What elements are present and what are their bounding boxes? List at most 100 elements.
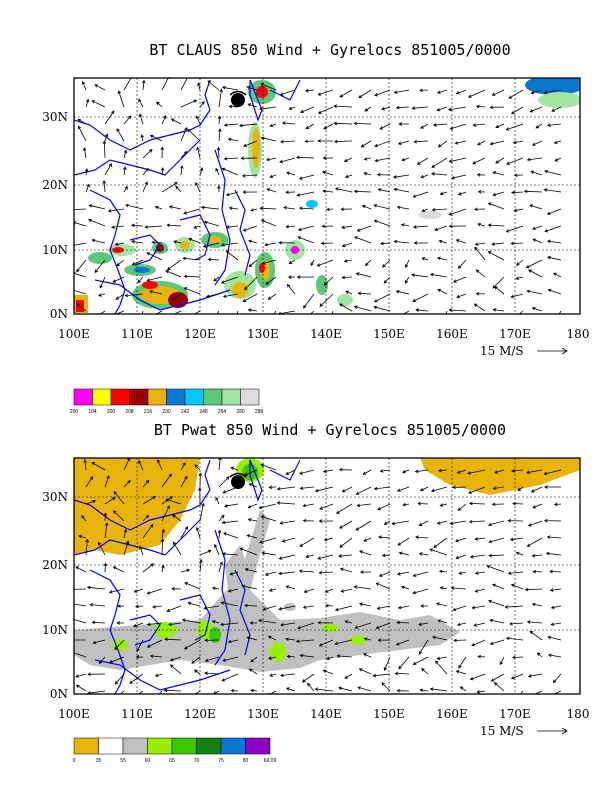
wind-arrow [280, 139, 296, 144]
wind-arrow [325, 207, 334, 212]
wind-arrow [169, 664, 182, 675]
top-lat-label-30n: 30N [42, 110, 68, 124]
wind-arrow [339, 567, 353, 573]
wind-arrow [111, 225, 125, 229]
wind-arrow [265, 276, 277, 285]
wind-arrow [133, 588, 144, 593]
wind-arrow [416, 157, 429, 165]
wind-arrow [228, 206, 239, 211]
legend-swatch [73, 737, 99, 755]
wind-arrow [142, 149, 153, 159]
wind-arrow [395, 639, 410, 646]
wind-arrow [280, 622, 296, 627]
wind-arrow [452, 485, 467, 490]
wind-arrow [180, 526, 189, 539]
wind-arrow [549, 569, 562, 574]
wind-arrow [175, 185, 182, 193]
wind-arrow [474, 537, 486, 541]
wind-arrow [133, 622, 144, 628]
wind-arrow [302, 519, 315, 523]
wind-arrow [430, 486, 448, 493]
wind-arrow [74, 221, 87, 227]
wind-arrow [227, 137, 239, 142]
wind-arrow [125, 203, 144, 210]
wind-arrow [115, 293, 125, 300]
wind-arrow [83, 458, 87, 471]
wind-arrow [383, 656, 391, 671]
wind-arrow [248, 259, 258, 268]
wind-arrow [139, 545, 144, 556]
wind-arrow [84, 168, 89, 176]
wind-arrow [474, 242, 486, 246]
wind-arrow [415, 308, 429, 312]
top-lat-label-10n: 10N [42, 243, 68, 257]
wind-arrow [526, 620, 543, 624]
wind-arrow [395, 290, 410, 295]
wind-arrow [491, 242, 505, 246]
wind-arrow [512, 140, 524, 145]
wind-arrow [279, 89, 296, 96]
wind-arrow [493, 682, 505, 692]
wind-arrow [221, 520, 239, 525]
wind-arrow [340, 588, 353, 593]
wind-arrow [393, 89, 410, 94]
wind-arrow [412, 656, 429, 665]
wind-arrow [546, 239, 562, 244]
wind-arrow [170, 118, 182, 125]
wind-arrow [146, 588, 163, 595]
wind-arrow [477, 190, 486, 194]
wind-arrow [359, 602, 372, 607]
wind-arrow [247, 503, 258, 509]
wind-arrow [163, 688, 182, 693]
wind-arrow [515, 276, 524, 280]
wind-arrow [236, 310, 239, 314]
legend-label: 216 [144, 409, 153, 415]
wind-arrow [431, 207, 448, 212]
wind-arrow [117, 604, 125, 608]
wind-arrow [492, 486, 505, 490]
wind-arrow [258, 503, 277, 510]
wind-arrow [85, 499, 97, 505]
wind-arrow [144, 225, 163, 229]
wind-arrow [547, 653, 562, 658]
wind-arrow [129, 673, 144, 684]
wind-arrow [439, 586, 448, 590]
wind-arrow [279, 520, 296, 525]
wind-arrow [322, 669, 334, 675]
wind-arrow [249, 621, 258, 625]
wind-arrow [98, 656, 106, 665]
wind-arrow [341, 275, 353, 280]
wind-arrow [331, 310, 334, 314]
wind-arrow [116, 259, 125, 267]
legend-label: 264 [218, 409, 227, 415]
wind-arrow [161, 564, 165, 573]
wind-arrow [220, 242, 239, 247]
legend-swatch [240, 388, 260, 406]
wind-arrow [412, 293, 429, 302]
wind-arrow [161, 115, 167, 125]
top-vector-scale-label: 15 M/S [480, 344, 524, 358]
wind-arrow [301, 673, 315, 683]
wind-arrow [453, 638, 467, 643]
wind-arrow [394, 671, 410, 676]
wind-arrow [353, 585, 372, 590]
wind-arrow [533, 690, 543, 694]
wind-arrow [123, 540, 130, 556]
wind-arrow [85, 538, 89, 556]
wind-arrow [531, 306, 543, 312]
wind-arrow [490, 673, 505, 682]
wind-arrow [276, 501, 296, 505]
wind-arrow [343, 259, 353, 263]
wind-arrow [396, 688, 410, 693]
wind-arrow [166, 605, 182, 613]
wind-arrow [377, 638, 391, 642]
wind-arrow [532, 569, 543, 574]
wind-arrow [180, 475, 188, 488]
wind-arrow [363, 653, 372, 658]
wind-arrow [412, 225, 429, 229]
wind-arrow [317, 554, 334, 560]
wind-arrow [413, 139, 429, 144]
wind-arrow [248, 668, 258, 675]
wind-arrow [81, 515, 87, 522]
wind-arrow [419, 88, 429, 93]
